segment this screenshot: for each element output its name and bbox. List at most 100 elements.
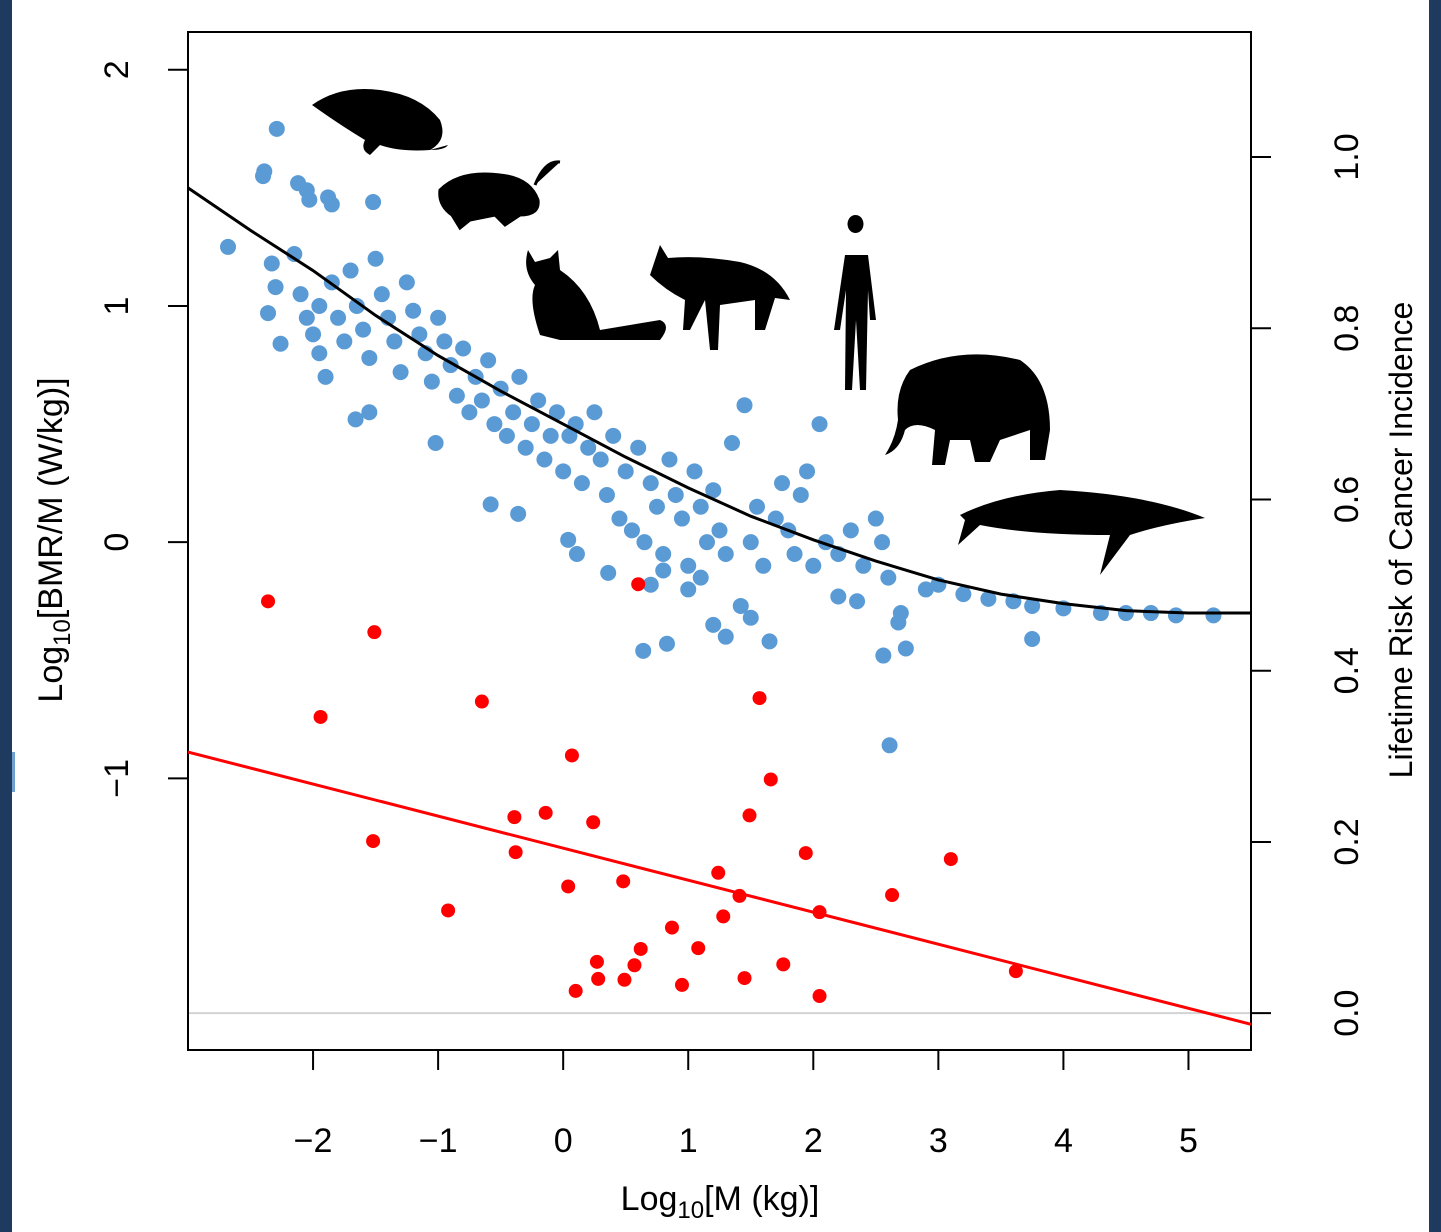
point	[655, 562, 672, 579]
animal-silhouettes	[312, 89, 1205, 575]
plot-frame	[187, 31, 1252, 1051]
human	[834, 215, 876, 390]
point	[635, 642, 652, 659]
point	[627, 958, 642, 973]
point	[680, 581, 697, 598]
point	[664, 920, 679, 935]
point	[498, 427, 515, 444]
point	[874, 534, 891, 551]
point	[398, 274, 415, 291]
x-tick-label: 2	[804, 1122, 823, 1160]
y-label-main: Log	[32, 646, 70, 703]
point	[711, 865, 726, 880]
point	[260, 305, 277, 322]
point	[517, 439, 534, 456]
point	[875, 647, 892, 664]
point	[786, 545, 803, 562]
point	[617, 463, 634, 480]
point	[890, 614, 907, 631]
point	[548, 404, 565, 421]
mouse	[438, 160, 561, 231]
point	[830, 588, 847, 605]
fit-line	[187, 750, 1252, 1026]
fit-line	[187, 186, 1251, 615]
x-label-sub: 10	[677, 1197, 704, 1224]
point	[855, 557, 872, 574]
point	[220, 238, 237, 255]
point	[591, 971, 606, 986]
point	[311, 297, 328, 314]
point	[560, 531, 577, 548]
point	[980, 590, 997, 607]
point	[623, 522, 640, 539]
point	[474, 694, 489, 709]
point	[761, 633, 778, 650]
point	[705, 482, 722, 499]
point	[658, 635, 675, 652]
point	[530, 392, 547, 409]
point	[261, 594, 276, 609]
point	[600, 564, 617, 581]
point	[392, 364, 409, 381]
point	[461, 404, 478, 421]
point	[505, 404, 522, 421]
shrew	[312, 89, 448, 155]
point	[298, 309, 315, 326]
y2-tick-label: 0.4	[1328, 647, 1366, 694]
point	[482, 496, 499, 513]
point	[598, 486, 615, 503]
point	[732, 597, 749, 614]
point	[436, 333, 453, 350]
elephant	[885, 354, 1050, 465]
point	[347, 411, 364, 428]
point	[286, 246, 303, 263]
point	[752, 691, 767, 706]
cat	[526, 250, 666, 340]
point	[255, 168, 272, 185]
point	[538, 805, 553, 820]
point	[586, 404, 603, 421]
point	[686, 463, 703, 480]
point	[842, 522, 859, 539]
x-tick-label: 0	[554, 1122, 573, 1160]
point	[755, 557, 772, 574]
point	[573, 475, 590, 492]
point	[736, 397, 753, 414]
point	[774, 475, 791, 492]
point	[717, 628, 734, 645]
point	[691, 941, 706, 956]
y2-tick-label: 0.2	[1328, 818, 1366, 865]
y2-tick-label: 0.0	[1328, 990, 1366, 1037]
point	[742, 534, 759, 551]
point	[776, 957, 791, 972]
y-tick-label: 2	[98, 60, 136, 79]
point	[267, 279, 284, 296]
point	[880, 569, 897, 586]
point	[867, 510, 884, 527]
point	[486, 416, 503, 433]
point	[405, 302, 422, 319]
point	[799, 463, 816, 480]
point	[1167, 607, 1184, 624]
point	[589, 954, 604, 969]
point	[366, 834, 381, 849]
point	[473, 392, 490, 409]
point	[561, 879, 576, 894]
point	[323, 196, 340, 213]
point	[798, 846, 813, 861]
x-tick-label: 5	[1179, 1122, 1198, 1160]
point	[441, 903, 456, 918]
point	[742, 609, 759, 626]
point	[411, 326, 428, 343]
point	[507, 810, 522, 825]
point	[367, 625, 382, 640]
point	[724, 434, 741, 451]
point	[1117, 605, 1134, 622]
point	[555, 463, 572, 480]
point	[630, 439, 647, 456]
point	[448, 387, 465, 404]
point	[386, 333, 403, 350]
slide-border	[0, 0, 12, 1232]
point	[692, 569, 709, 586]
